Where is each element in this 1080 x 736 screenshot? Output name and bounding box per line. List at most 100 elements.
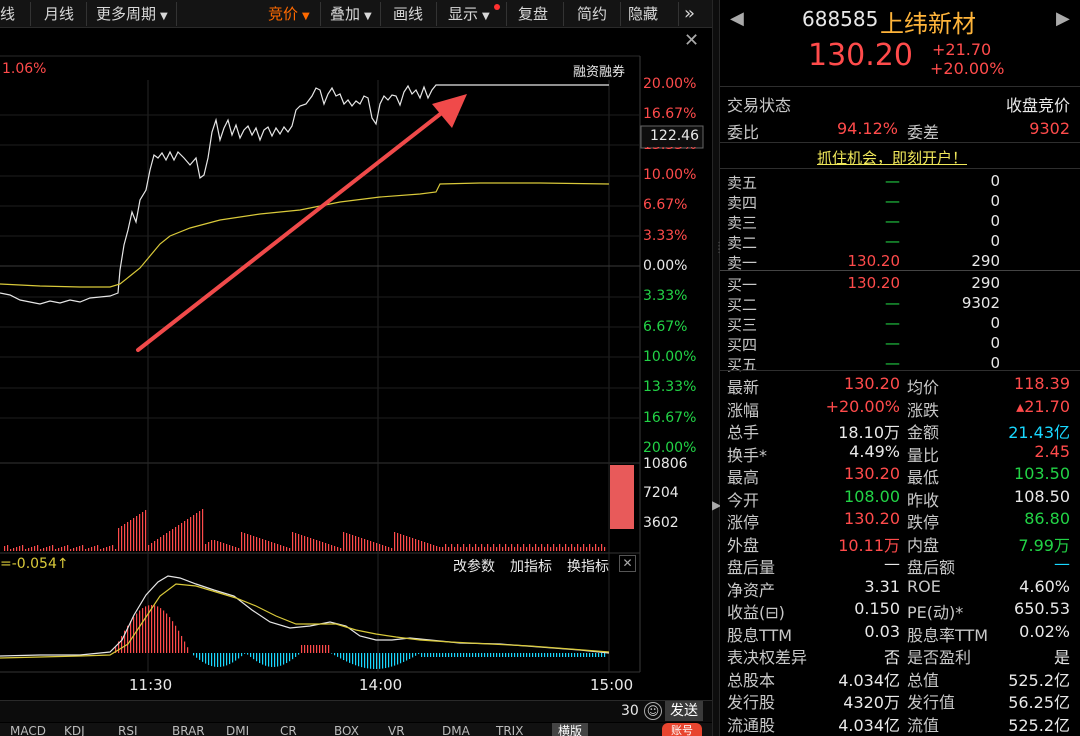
next-stock-icon[interactable]: ▶ [1056, 8, 1070, 29]
margin-trading-label[interactable]: 融资融券 [573, 65, 626, 80]
stock-code: 688585 [802, 7, 879, 31]
tab-macd[interactable]: MACD [10, 724, 46, 736]
volume-bar [166, 533, 168, 551]
macd-bar [574, 653, 576, 657]
macd-bar [292, 653, 294, 660]
emoji-icon[interactable]: ☺ [644, 702, 662, 720]
volume-bar [205, 544, 207, 551]
price-axis-label: 16.67% [643, 410, 697, 426]
volume-bar [484, 547, 486, 551]
volume-bar [130, 520, 132, 551]
toolbar-item-simple[interactable]: 简约 [577, 5, 608, 23]
tab-horizontal[interactable]: 横版 [552, 723, 588, 736]
toolbar-item-display[interactable]: 显示 ▼ [448, 0, 500, 28]
volume-bar [148, 545, 150, 551]
toolbar-more-icon[interactable]: » [684, 3, 696, 24]
volume-bar [115, 549, 117, 551]
panel-divider[interactable]: ⋮ ⋮ ▶ [712, 0, 724, 736]
macd-bar [394, 653, 396, 666]
tab-box[interactable]: BOX [334, 724, 359, 736]
tab-rsi[interactable]: RSI [118, 724, 138, 736]
volume-bar [4, 546, 6, 551]
close-icon[interactable]: ✕ [684, 30, 700, 51]
close-indicator-icon[interactable]: ✕ [619, 555, 636, 572]
macd-bar [295, 653, 297, 657]
ask-price[interactable]: — [885, 172, 900, 190]
bid-price[interactable]: — [885, 294, 900, 312]
switch-indicator-button[interactable]: 换指标 [567, 559, 609, 575]
volume-bar [604, 547, 606, 551]
stat-label: 净资产 [727, 580, 776, 600]
macd-bar [409, 653, 411, 659]
volume-bar [379, 544, 381, 551]
bid-price[interactable]: — [885, 314, 900, 332]
ask-volume: 0 [990, 172, 1000, 190]
quote-panel: ◀ 688585 上纬新材 ▶ 130.20 +21.70 +20.00% 交易… [720, 0, 1080, 736]
volume-bar [397, 533, 399, 551]
toolbar-item-more-periods[interactable]: 更多周期 ▼ [96, 0, 168, 28]
bid-price[interactable]: — [885, 334, 900, 352]
macd-bar [220, 653, 222, 667]
bid-price[interactable]: — [885, 354, 900, 372]
stat-value: 130.20 [844, 509, 900, 528]
time-axis-label: 14:00 [359, 676, 403, 694]
auction-label: 竞价 [268, 5, 299, 23]
tab-vr[interactable]: VR [388, 724, 405, 736]
macd-bar [442, 653, 444, 657]
volume-bar [463, 544, 465, 551]
tab-brar[interactable]: BRAR [172, 724, 205, 736]
ask-price[interactable]: 130.20 [847, 252, 901, 270]
ask-price[interactable]: — [885, 192, 900, 210]
tab-dmi[interactable]: DMI [226, 724, 250, 736]
volume-bar [262, 539, 264, 551]
macd-bar [289, 653, 291, 662]
macd-bar [484, 653, 486, 657]
toolbar-item-hide[interactable]: 隐藏 [628, 5, 659, 23]
send-button[interactable]: 发送 [665, 701, 703, 721]
macd-bar [175, 625, 177, 653]
volume-bar [235, 547, 237, 551]
dropdown-arrow-icon: ▼ [364, 11, 372, 22]
open-account-link[interactable]: 抓住机会，即刻开户！ [817, 149, 968, 167]
volume-bar [502, 547, 504, 551]
macd-bar [196, 653, 198, 658]
volume-bar [328, 544, 330, 551]
toolbar-item-overlay[interactable]: 叠加 ▼ [330, 0, 372, 28]
macd-bar [385, 653, 387, 669]
stat-label: 发行股 [727, 693, 776, 712]
volume-bar [430, 544, 432, 551]
stat-value: 86.80 [1024, 509, 1070, 528]
edit-params-button[interactable]: 改参数 [453, 559, 495, 575]
drag-handle-icon[interactable]: ⋮ ⋮ [714, 241, 724, 255]
toolbar-item-line[interactable]: 线 [0, 5, 16, 23]
add-indicator-button[interactable]: 加指标 [510, 559, 552, 575]
prev-stock-icon[interactable]: ◀ [730, 8, 744, 29]
tab-dma[interactable]: DMA [442, 724, 470, 736]
toolbar-item-draw[interactable]: 画线 [393, 5, 424, 23]
macd-bar [268, 653, 270, 667]
volume-bar [331, 545, 333, 551]
tab-kdj[interactable]: KDJ [64, 724, 85, 736]
toolbar-item-replay[interactable]: 复盘 [518, 5, 549, 23]
macd-bar [508, 653, 510, 657]
account-badge[interactable]: 账号 [662, 723, 702, 736]
tab-cr[interactable]: CR [280, 724, 297, 736]
volume-bar [367, 540, 369, 551]
macd-bar [538, 653, 540, 657]
volume-bar [214, 540, 216, 551]
volume-bar [184, 521, 186, 551]
stock-name: 上纬新材 [880, 10, 976, 38]
macd-bar [475, 653, 477, 657]
tab-trix[interactable]: TRIX [496, 724, 524, 736]
stat-label: 流通股 [727, 715, 776, 735]
toolbar-item-auction[interactable]: 竞价 ▼ [268, 0, 310, 28]
toolbar-item-monthly[interactable]: 月线 [44, 5, 75, 23]
macd-bar [565, 653, 567, 657]
expand-arrow-icon[interactable]: ▶ [712, 498, 722, 512]
ask-price[interactable]: — [885, 212, 900, 230]
volume-bar [577, 544, 579, 551]
volume-bar [544, 547, 546, 551]
bid-price[interactable]: 130.20 [847, 274, 901, 292]
ask-price[interactable]: — [885, 232, 900, 250]
ask-level-label: 卖五 [727, 174, 758, 192]
